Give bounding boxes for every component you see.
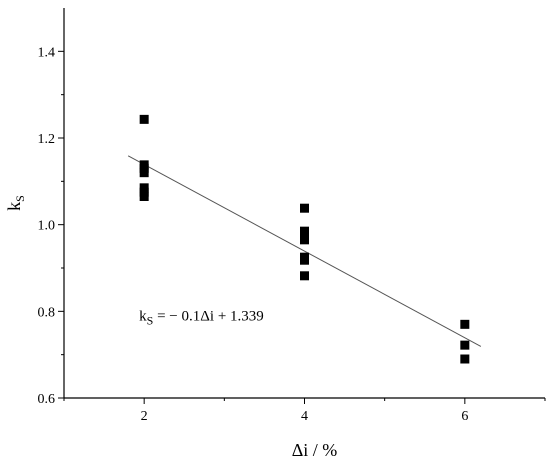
- y-axis-title-sub: S: [13, 195, 27, 202]
- x-axis-title: Δi / %: [292, 440, 338, 460]
- equation-sub: S: [147, 314, 154, 328]
- data-point: [300, 203, 309, 213]
- labels-layer: Δi / % kS kS = − 0.1Δi + 1.339: [4, 195, 337, 460]
- x-tick-label: 4: [301, 409, 308, 424]
- regression-equation: kS = − 0.1Δi + 1.339: [139, 309, 264, 328]
- data-point: [139, 168, 149, 178]
- equation-main: k: [139, 309, 147, 325]
- data-point: [139, 192, 149, 201]
- y-axis-title: kS: [4, 195, 27, 211]
- data-point: [300, 235, 309, 245]
- y-tick-label: 1.4: [38, 45, 56, 60]
- y-tick-label: 1.2: [38, 132, 56, 147]
- x-tick-label: 6: [461, 409, 468, 424]
- y-axis-title-main: k: [4, 202, 24, 211]
- y-tick-label: 0.8: [38, 305, 56, 320]
- data-point: [460, 340, 470, 350]
- data-point: [300, 255, 309, 265]
- ticks-layer: 0.6 0.8 1.0 1.2 1.4 2 4 6: [38, 45, 546, 424]
- y-tick-label: 0.6: [38, 392, 56, 407]
- data-points-layer: [139, 114, 470, 364]
- y-tick-label: 1.0: [38, 219, 56, 234]
- data-point: [139, 114, 149, 124]
- equation-rest: = − 0.1Δi + 1.339: [153, 309, 263, 325]
- fit-line: [127, 155, 482, 347]
- axes-layer: [63, 8, 545, 399]
- data-point: [300, 271, 309, 281]
- data-point: [460, 354, 470, 364]
- x-tick-label: 2: [141, 409, 148, 424]
- data-point: [460, 319, 470, 329]
- fit-line-layer: [127, 155, 482, 347]
